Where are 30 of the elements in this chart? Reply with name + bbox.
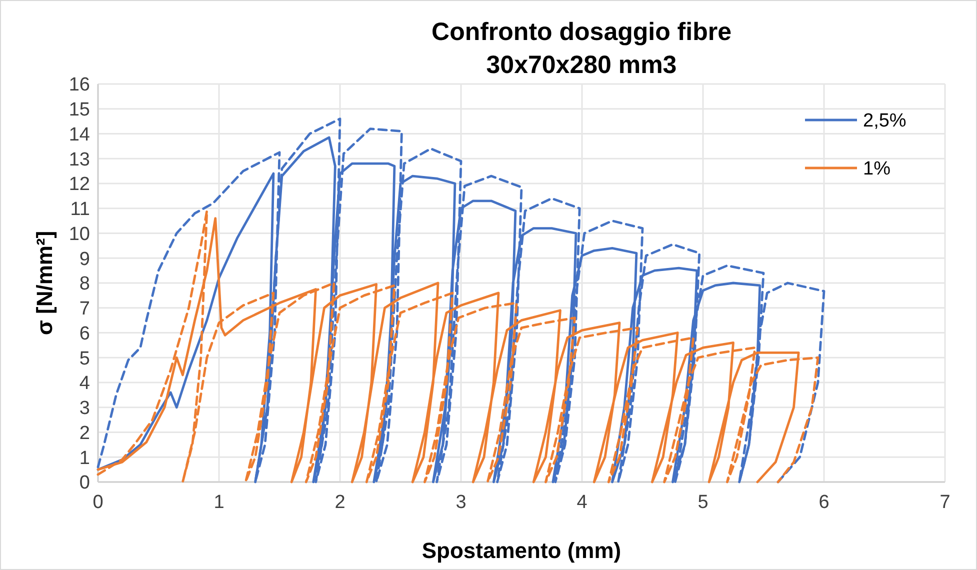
x-tick-label: 7 <box>940 492 950 513</box>
y-tick-label: 3 <box>79 398 90 420</box>
chart-title: Confronto dosaggio fibre 30x70x280 mm3 <box>432 18 732 79</box>
y-tick-label: 2 <box>79 422 90 444</box>
y-tick-label: 12 <box>68 174 90 196</box>
y-tick-label: 4 <box>79 373 90 394</box>
y-tick-label: 0 <box>79 472 90 494</box>
y-tick-label: 10 <box>68 224 90 245</box>
y-tick-label: 8 <box>79 274 90 295</box>
x-tick-label: 5 <box>698 492 708 513</box>
x-tick-label: 6 <box>818 492 830 513</box>
y-tick-label: 1 <box>79 448 90 469</box>
y-tick-label: 15 <box>68 100 90 121</box>
x-tick-label: 4 <box>576 492 588 513</box>
x-tick-label: 3 <box>456 492 466 513</box>
y-tick-label: 14 <box>68 124 90 146</box>
y-tick-label: 6 <box>79 323 90 344</box>
y-tick-label: 13 <box>68 149 90 170</box>
y-tick-label: 7 <box>79 298 90 320</box>
x-tick-label: 1 <box>214 492 224 513</box>
y-tick-label: 11 <box>70 199 90 220</box>
x-axis-title: Spostamento (mm) <box>422 538 622 563</box>
y-tick-label: 5 <box>79 348 90 370</box>
y-tick-label: 9 <box>79 248 90 270</box>
legend-label: 2,5% <box>863 110 906 132</box>
y-tick-label: 16 <box>68 74 90 96</box>
x-tick-label: 0 <box>92 492 104 513</box>
y-axis-title: σ [N/mm²] <box>32 230 57 336</box>
legend-label: 1% <box>863 158 891 180</box>
x-tick-label: 2 <box>334 492 346 513</box>
